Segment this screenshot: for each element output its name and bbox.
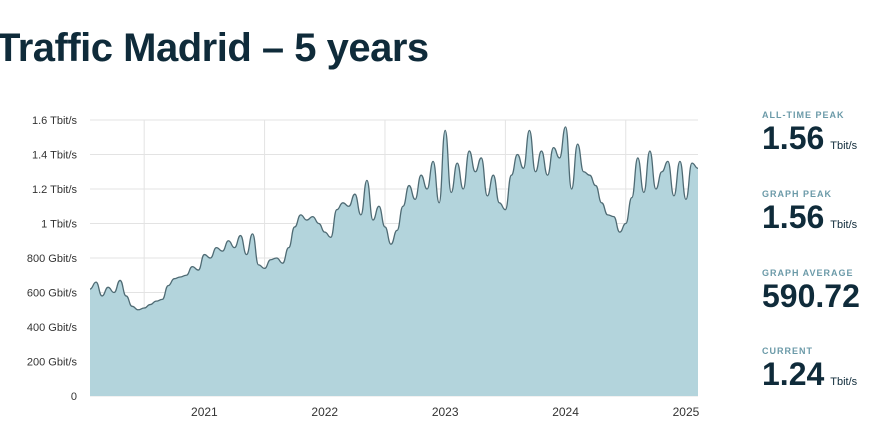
x-tick-label: 2025 [673,405,700,419]
y-axis: 0 200 Gbit/s 400 Gbit/s 600 Gbit/s 800 Gbit/… [27,115,78,403]
x-tick-label: 2023 [432,405,459,419]
y-tick-label: 1.4 Tbit/s [32,150,78,162]
x-tick-label: 2024 [552,405,579,419]
stat-graph-average: GRAPH AVERAGE 590.72 [762,268,866,322]
traffic-area [90,126,698,397]
stat-label: CURRENT [762,346,813,356]
stat-unit: Tbit/s [830,140,858,152]
y-tick-label: 600 Gbit/s [27,288,78,300]
x-tick-label: 2021 [191,405,218,419]
y-tick-label: 1.6 Tbit/s [32,115,78,127]
stat-value: 590.72 [762,278,860,314]
y-tick-label: 800 Gbit/s [27,253,78,265]
stat-graph-peak: GRAPH PEAK 1.56 Tbit/s [762,189,857,243]
y-tick-label: 1.2 Tbit/s [32,184,78,196]
traffic-line [89,126,699,311]
stat-all-time-peak: ALL-TIME PEAK 1.56 Tbit/s [762,110,857,164]
stat-current: CURRENT 1.24 Tbit/s [762,346,857,400]
y-tick-label: 400 Gbit/s [27,322,78,334]
stat-label: GRAPH AVERAGE [762,268,854,278]
y-tick-label: 200 Gbit/s [27,357,78,369]
x-tick-label: 2022 [311,405,338,419]
stat-value: 1.56 [762,120,825,156]
traffic-chart: 0 200 Gbit/s 400 Gbit/s 600 Gbit/s 800 Gbit/… [0,100,720,426]
page-title: Traffic Madrid – 5 years [0,26,429,70]
stat-unit: Tbit/s [830,376,858,388]
traffic-area-chart: 0 200 Gbit/s 400 Gbit/s 600 Gbit/s 800 Gbit/… [27,115,700,419]
y-tick-label: 1 Tbit/s [41,219,77,231]
stat-label: ALL-TIME PEAK [762,110,845,120]
stat-unit: Tbit/s [830,219,858,231]
stat-label: GRAPH PEAK [762,189,833,199]
stat-value: 1.24 [762,356,825,392]
x-axis: 2021 2022 2023 2024 2025 [191,405,700,419]
stat-value: 1.56 [762,199,825,235]
y-tick-label: 0 [71,391,77,403]
